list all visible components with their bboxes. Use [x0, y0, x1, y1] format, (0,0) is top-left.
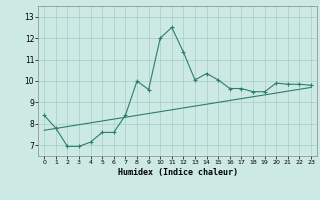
X-axis label: Humidex (Indice chaleur): Humidex (Indice chaleur) — [118, 168, 238, 177]
